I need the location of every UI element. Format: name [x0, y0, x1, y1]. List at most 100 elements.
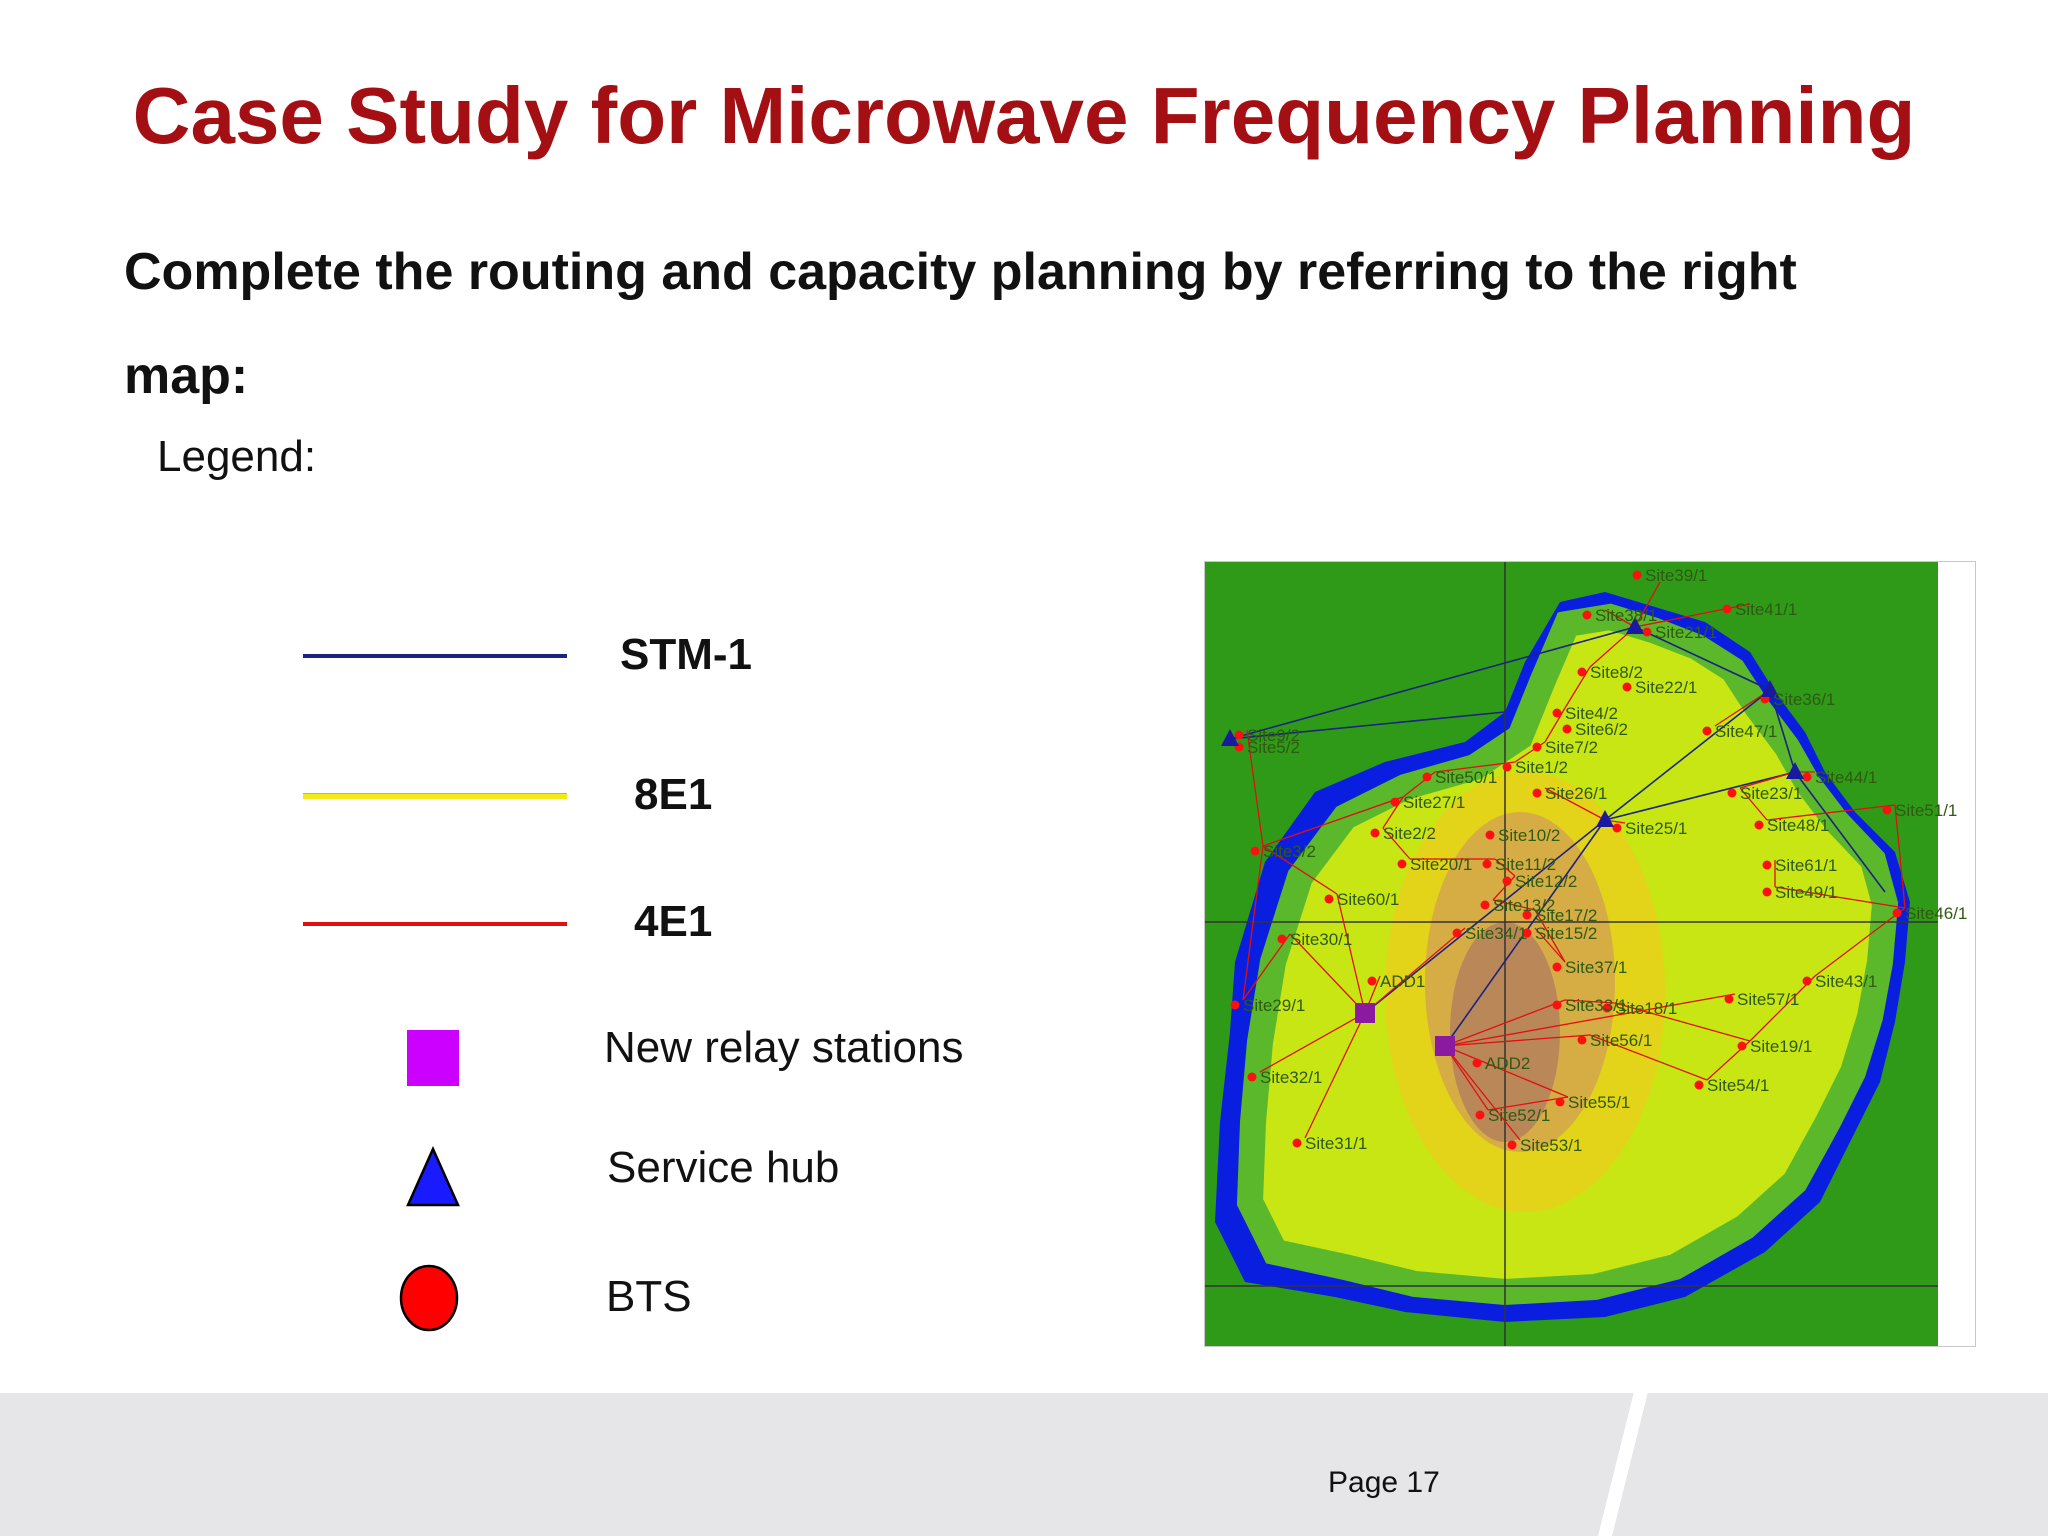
- 4e1-link: [1382, 827, 1411, 860]
- 4e1-link: [1544, 707, 1566, 743]
- site-label: Site56/1: [1590, 1031, 1652, 1050]
- 4e1-link: [1749, 975, 1816, 1042]
- bts-node: [1532, 742, 1542, 752]
- site-label: Site50/1: [1435, 768, 1497, 787]
- relay-station-square-icon: [407, 1030, 459, 1086]
- bts-node: [1452, 928, 1462, 938]
- service-hub-marker: [1596, 810, 1614, 827]
- 4e1-link: [1382, 796, 1404, 829]
- service-hub-triangle-icon: [406, 1146, 460, 1207]
- bts-node: [1562, 724, 1572, 734]
- bts-node: [1247, 1072, 1257, 1082]
- site-label: Site36/1: [1773, 690, 1835, 709]
- site-label: Site20/1: [1410, 855, 1472, 874]
- site-label: Site8/2: [1590, 663, 1643, 682]
- bts-circle-icon: [399, 1264, 459, 1332]
- site-label: Site34/1: [1465, 924, 1527, 943]
- map-right-margin: [1938, 562, 1975, 1346]
- stm1-link: [1794, 771, 1886, 893]
- bts-node: [1727, 788, 1737, 798]
- legend-heading: Legend:: [157, 432, 317, 481]
- service-hub-marker: [1221, 729, 1239, 746]
- site-label: Site1/2: [1515, 758, 1568, 777]
- bts-node: [1802, 772, 1812, 782]
- bts-node: [1552, 1000, 1562, 1010]
- bts-node: [1602, 1003, 1612, 1013]
- stm1-link: [1604, 689, 1771, 821]
- site-label: Site18/1: [1615, 999, 1677, 1018]
- service-hub-marker: [1786, 762, 1804, 779]
- 4e1-link: [1262, 845, 1338, 895]
- 4e1-link: [1242, 933, 1291, 1001]
- site-label: Site10/2: [1498, 826, 1560, 845]
- bts-node: [1480, 900, 1490, 910]
- 4e1-link: [1589, 1034, 1708, 1081]
- site-label: Site57/1: [1737, 990, 1799, 1009]
- legend-label-8e1: 8E1: [634, 770, 713, 819]
- legend-label-relay: New relay stations: [604, 1023, 964, 1072]
- 4e1-link: [1774, 886, 1906, 909]
- 4e1-line-swatch: [303, 922, 567, 926]
- 4e1-link: [1634, 581, 1661, 628]
- stm1-link: [1229, 626, 1636, 740]
- stm1-link: [1604, 771, 1796, 821]
- site-label: Site4/2: [1565, 704, 1618, 723]
- 4e1-link: [1444, 999, 1566, 1047]
- bts-node: [1622, 682, 1632, 692]
- 4e1-link: [1766, 804, 1896, 821]
- 4e1-link: [1364, 927, 1466, 1014]
- site-label: Site7/2: [1545, 738, 1598, 757]
- bts-node: [1324, 894, 1334, 904]
- bts-node: [1250, 846, 1260, 856]
- site-label: Site21/1: [1655, 623, 1717, 642]
- site-label: Site33/1: [1565, 996, 1627, 1015]
- bts-node: [1367, 976, 1377, 986]
- 4e1-link: [1739, 787, 1768, 821]
- bts-node: [1230, 1000, 1240, 1010]
- island-green-rim: [1236, 603, 1899, 1306]
- 4e1-link: [1894, 804, 1906, 909]
- stm1-link: [1769, 689, 1796, 773]
- site-label: Site25/1: [1625, 819, 1687, 838]
- site-label: Site46/1: [1905, 904, 1967, 923]
- bts-node: [1390, 797, 1400, 807]
- 4e1-link: [1262, 796, 1404, 847]
- site-label: Site12/2: [1515, 872, 1577, 891]
- bts-node: [1482, 859, 1492, 869]
- site-label: Site51/1: [1895, 801, 1957, 820]
- site-label: Site39/1: [1645, 566, 1707, 585]
- bts-node: [1532, 788, 1542, 798]
- page-number: Page 17: [1328, 1466, 1440, 1499]
- bts-node: [1754, 820, 1764, 830]
- site-label: ADD1: [1380, 972, 1425, 991]
- site-label: Site55/1: [1568, 1093, 1630, 1112]
- site-label: Site43/1: [1815, 972, 1877, 991]
- bts-node: [1577, 667, 1587, 677]
- legend-label-4e1: 4E1: [634, 897, 713, 946]
- 4e1-link: [1739, 771, 1796, 789]
- 4e1-link: [1487, 1096, 1569, 1111]
- bts-node: [1892, 908, 1902, 918]
- stm1-link: [1634, 626, 1771, 691]
- bts-node: [1485, 830, 1495, 840]
- bts-node: [1522, 928, 1532, 938]
- 4e1-link: [1564, 999, 1616, 1004]
- site-label: Site48/1: [1767, 816, 1829, 835]
- service-hub-marker: [1761, 680, 1779, 697]
- 4e1-link: [1534, 909, 1566, 963]
- site-label: Site5/2: [1247, 738, 1300, 757]
- site-label: Site22/1: [1635, 678, 1697, 697]
- site-label: Site38/1: [1595, 606, 1657, 625]
- site-label: Site19/1: [1750, 1037, 1812, 1056]
- bts-node: [1577, 1035, 1587, 1045]
- bts-node: [1292, 1138, 1302, 1148]
- bts-node: [1507, 1140, 1517, 1150]
- bts-node: [1612, 823, 1622, 833]
- bts-node: [1552, 962, 1562, 972]
- site-label: Site47/1: [1715, 722, 1777, 741]
- bts-node: [1234, 730, 1244, 740]
- site-label: Site11/2: [1495, 855, 1556, 874]
- site-label: Site13/2: [1493, 896, 1555, 915]
- 4e1-link: [1544, 787, 1606, 821]
- site-label: Site37/1: [1565, 958, 1627, 977]
